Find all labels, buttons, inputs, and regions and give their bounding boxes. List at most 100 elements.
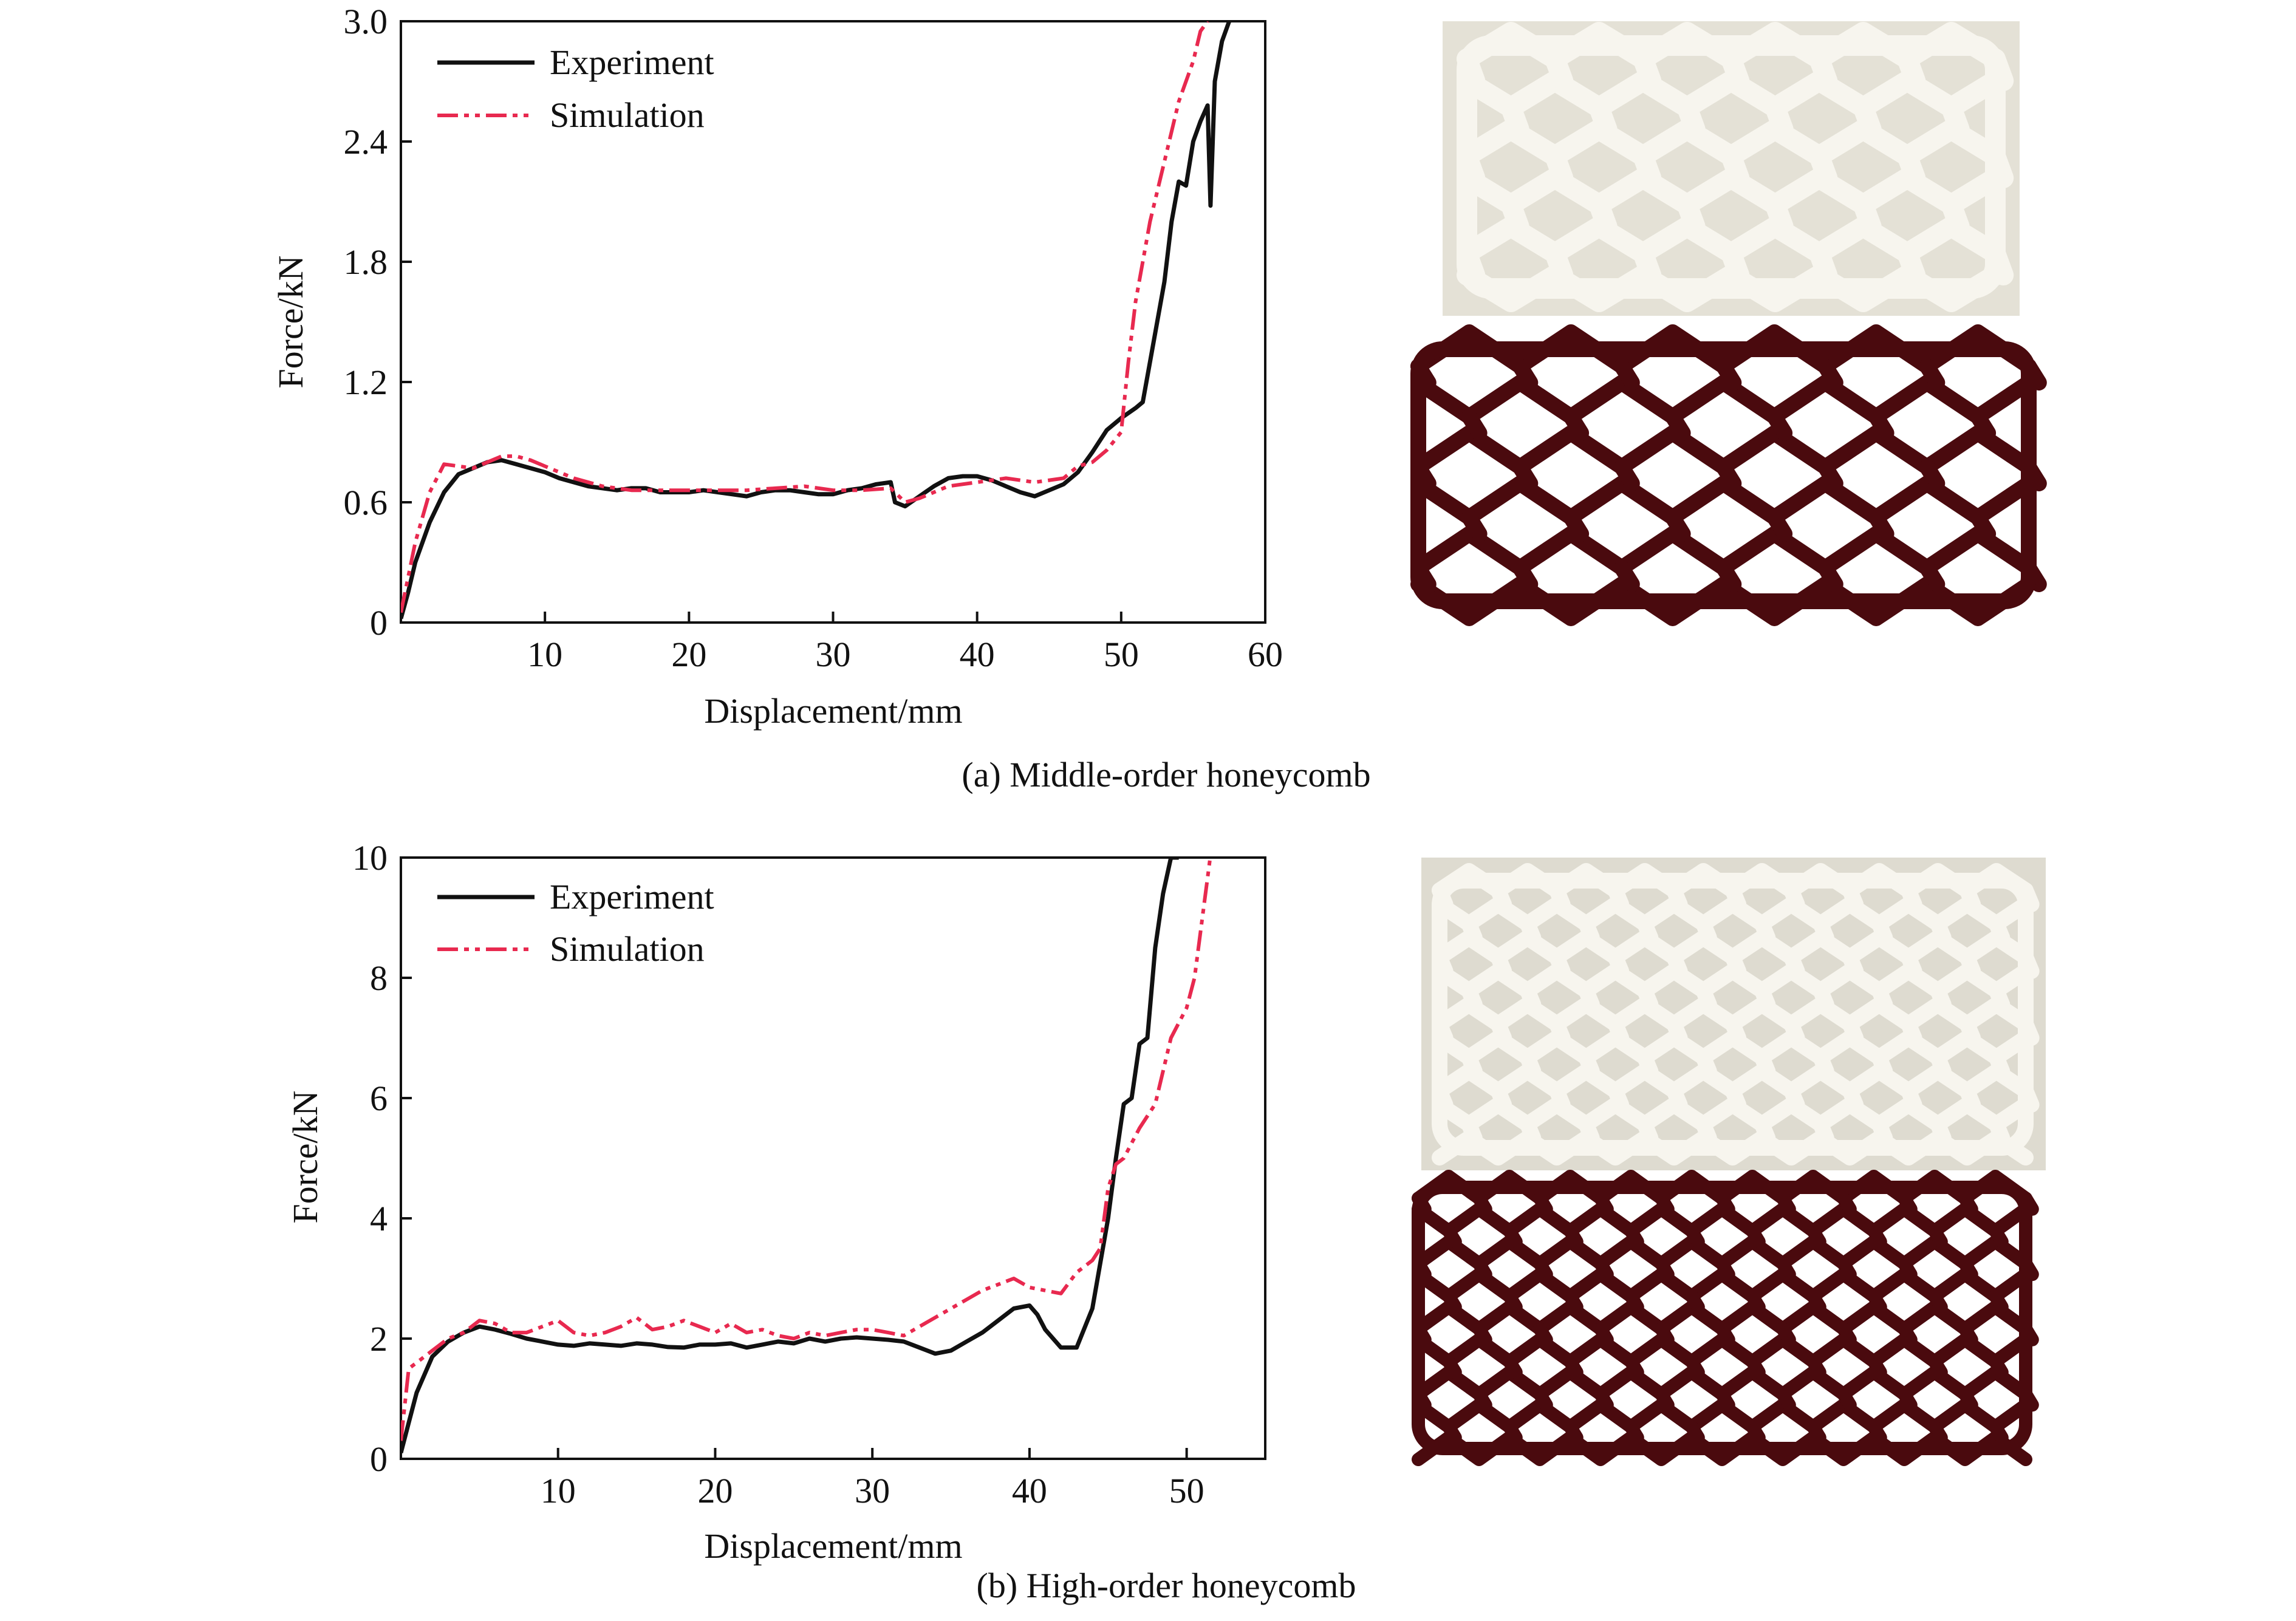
cell-wall — [1533, 1192, 1553, 1216]
cell-wall — [1636, 916, 1659, 946]
cell-wall — [1666, 1083, 1688, 1113]
outer-wall — [1432, 873, 2034, 1156]
cell-wall — [1970, 409, 1997, 441]
cell-wall — [1633, 146, 1662, 188]
cell-wall — [1813, 1116, 1834, 1146]
cell-wall — [1776, 1387, 1796, 1412]
cell-wall — [1776, 1192, 1796, 1216]
cell-wall — [1959, 1016, 1981, 1046]
cell-wall — [1806, 1224, 1826, 1249]
cell-wall — [1746, 1354, 1766, 1379]
cell-wall — [1490, 1083, 1512, 1113]
cell-wall — [1897, 146, 1926, 188]
cell-wall — [1817, 459, 1843, 491]
cell-wall — [1563, 1289, 1584, 1314]
cell-wall — [1472, 1322, 1492, 1346]
cell-wall — [1533, 1387, 1553, 1412]
x-tick-label: 40 — [1012, 1471, 1047, 1510]
cell-wall — [1754, 1049, 1776, 1079]
cell-wall — [1930, 1049, 1952, 1079]
cell-wall — [1766, 510, 1793, 542]
cell-wall — [1746, 1420, 1766, 1444]
outer-wall — [1457, 35, 2006, 299]
cell-wall — [1512, 560, 1539, 592]
cell-wall — [1715, 1257, 1735, 1281]
cell-wall — [1842, 1083, 1864, 1113]
cell-wall — [1512, 358, 1539, 391]
cell-wall — [1578, 1049, 1600, 1079]
cell-wall — [1578, 1116, 1600, 1146]
cell-wall — [1959, 949, 1981, 979]
cell-wall — [1500, 97, 1529, 140]
y-tick-label: 0 — [370, 603, 388, 643]
cell-wall — [1988, 983, 2011, 1012]
x-tick-label: 10 — [541, 1471, 576, 1510]
cell-wall — [1715, 1322, 1735, 1346]
cell-wall — [1988, 916, 2011, 946]
cell-wall — [1624, 1354, 1644, 1379]
cell-wall — [1813, 916, 1834, 946]
cell-wall — [1545, 243, 1574, 285]
cell-wall — [1594, 1192, 1614, 1216]
cell-wall — [1809, 49, 1838, 91]
cell-wall — [1685, 1354, 1705, 1379]
legend: Experiment Simulation — [437, 877, 714, 969]
cell-wall — [1898, 1322, 1918, 1346]
cell-wall — [1563, 1420, 1584, 1444]
cell-wall — [1898, 1257, 1918, 1281]
cell-wall — [1871, 1049, 1893, 1079]
cell-wall — [1685, 1224, 1705, 1249]
cell-wall — [1563, 1224, 1584, 1249]
cell-wall — [1503, 1420, 1523, 1444]
legend-simulation-label: Simulation — [550, 929, 705, 969]
cell-wall — [1490, 882, 1512, 912]
cell-wall — [1461, 1116, 1483, 1146]
cell-wall — [1461, 983, 1483, 1012]
cell-wall — [1607, 882, 1630, 912]
cell-wall — [1724, 949, 1747, 979]
cell-wall — [1607, 949, 1630, 979]
x-tick-label: 20 — [671, 635, 706, 674]
cell-wall — [1594, 1322, 1614, 1346]
cell-wall — [1721, 49, 1750, 91]
simulation-line — [401, 21, 1209, 613]
cell-wall — [1442, 1420, 1462, 1444]
cell-wall — [1607, 1016, 1630, 1046]
cell-wall — [1715, 560, 1742, 592]
cell-wall — [1442, 1354, 1462, 1379]
cell-wall — [1817, 560, 1843, 592]
cell-wall — [1676, 97, 1706, 140]
legend-experiment-label: Experiment — [550, 43, 714, 82]
cell-wall — [1533, 1257, 1553, 1281]
cell-wall — [1500, 194, 1529, 237]
cell-wall — [1442, 1289, 1462, 1314]
cell-wall — [1783, 1016, 1805, 1046]
x-tick-label: 40 — [960, 635, 995, 674]
cell-wall — [1898, 1387, 1918, 1412]
cell-wall — [1842, 882, 1864, 912]
cell-wall — [1633, 49, 1662, 91]
cell-wall — [1633, 243, 1662, 285]
cell-wall — [1930, 916, 1952, 946]
cell-wall — [1871, 983, 1893, 1012]
cell-wall — [1512, 459, 1539, 491]
cell-wall — [1715, 459, 1742, 491]
legend: Experiment Simulation — [437, 43, 714, 135]
x-tick-label: 50 — [1169, 1471, 1204, 1510]
cell-wall — [1724, 1016, 1747, 1046]
cell-wall — [1685, 1420, 1705, 1444]
cell-wall — [1666, 882, 1688, 912]
cell-wall — [1724, 1083, 1747, 1113]
plot-frame — [400, 856, 1266, 1460]
y-tick-label: 2.4 — [344, 122, 388, 162]
cell-wall — [1970, 510, 1997, 542]
cell-wall — [1871, 916, 1893, 946]
chart-middle-order: 0 0.6 1.2 1.8 2.4 3.0 10 20 30 40 50 60 Experiment… — [271, 2, 1283, 731]
cell-wall — [1715, 1192, 1735, 1216]
cell-wall — [1519, 1049, 1542, 1079]
experiment-line — [401, 858, 1179, 1453]
cell-wall — [1868, 409, 1895, 441]
x-tick-label: 20 — [697, 1471, 733, 1510]
cell-wall — [1928, 1289, 1948, 1314]
